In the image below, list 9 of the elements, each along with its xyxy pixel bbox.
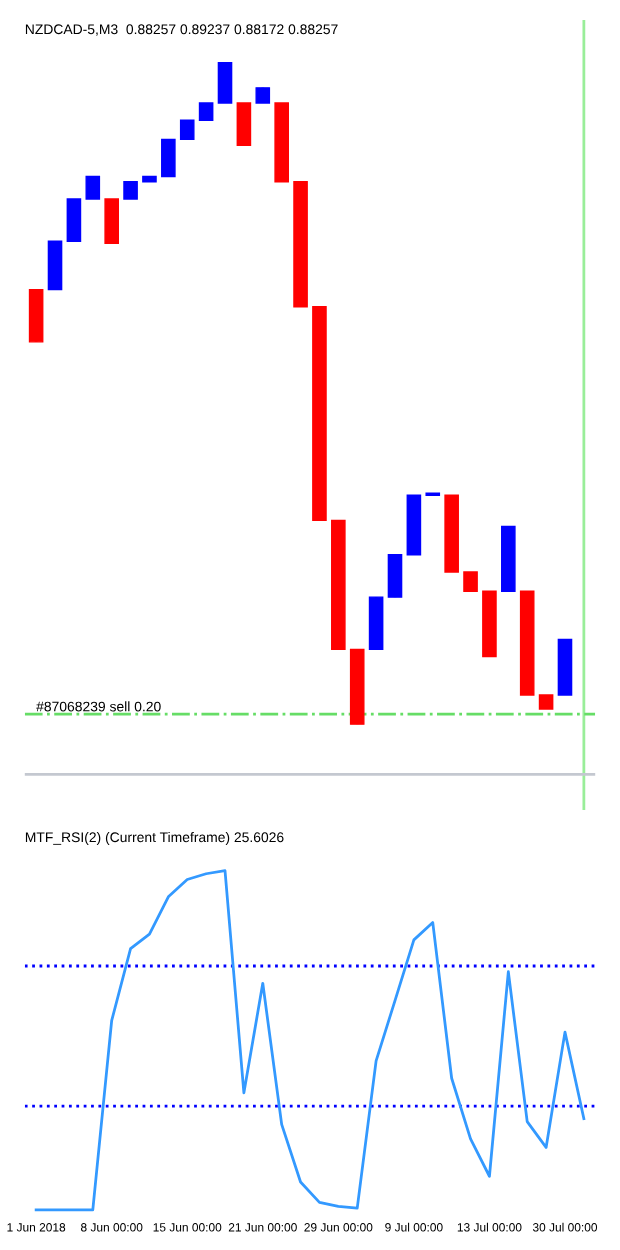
candlestick bbox=[161, 138, 176, 178]
candlestick bbox=[387, 553, 403, 599]
candlestick bbox=[236, 102, 252, 147]
candlestick bbox=[179, 119, 195, 141]
candlestick bbox=[104, 198, 119, 244]
candlestick bbox=[217, 62, 233, 104]
candlestick bbox=[463, 571, 478, 592]
candlestick bbox=[85, 175, 101, 200]
candlestick bbox=[66, 198, 82, 242]
